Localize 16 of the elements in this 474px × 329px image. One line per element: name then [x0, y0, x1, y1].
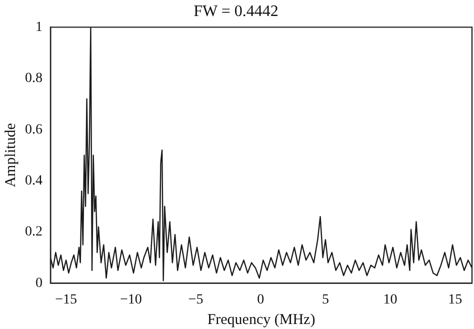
x-tick-label: −5	[188, 292, 204, 308]
chart-title: FW = 0.4442	[194, 2, 278, 20]
x-tick-label: 15	[448, 292, 462, 308]
x-axis-title: Frequency (MHz)	[207, 312, 316, 328]
x-tick-label: 10	[383, 292, 398, 308]
y-tick-label: 0.8	[25, 71, 42, 86]
y-tick-label: 0	[36, 276, 42, 291]
x-tick-label: 0	[257, 292, 264, 308]
y-axis-title: Amplitude	[2, 122, 19, 188]
x-tick-label: −15	[55, 292, 78, 308]
y-tick-label: 0.2	[25, 224, 42, 240]
y-tick-label: 1	[36, 20, 42, 35]
x-tick-label: 5	[322, 292, 329, 308]
x-tick-label: −10	[120, 292, 142, 308]
y-tick-label: 0.4	[25, 173, 42, 188]
y-tick-label: 0.6	[25, 122, 42, 138]
